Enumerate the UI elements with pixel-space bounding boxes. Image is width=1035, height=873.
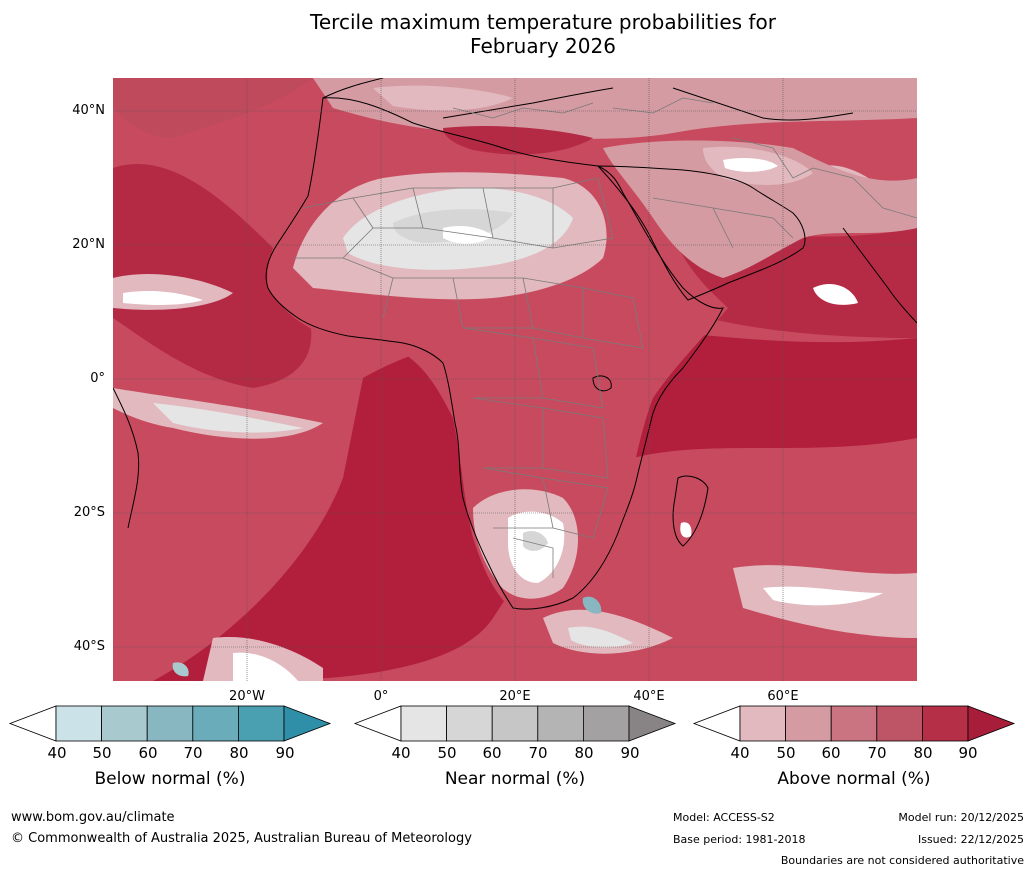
near-colorbar-segment	[446, 705, 493, 742]
graticule	[113, 78, 917, 681]
near-colorbar	[353, 705, 677, 742]
lat-label-40n: 40°N	[72, 103, 105, 118]
near-normal-label: Near normal (%)	[444, 769, 586, 789]
colorbars	[8, 705, 1016, 742]
chart-title: Tercile maximum temperature probabilitie…	[0, 10, 1035, 58]
base-period: Base period: 1981-2018	[673, 833, 806, 846]
lon-label-0: 0°	[373, 689, 389, 704]
near-tick-40: 40	[391, 744, 411, 762]
above-colorbar-segment	[922, 705, 969, 742]
below-colorbar-segment	[237, 705, 285, 742]
below-tick-80: 80	[229, 744, 249, 762]
below-tick-60: 60	[138, 744, 158, 762]
near-colorbar-segment	[583, 705, 630, 742]
below-colorbar-segment	[55, 705, 102, 742]
issued-date: Issued: 22/12/2025	[917, 833, 1024, 846]
above-normal-label: Above normal (%)	[777, 769, 931, 789]
above-colorbar-segment	[876, 705, 923, 742]
above-tick-50: 50	[776, 744, 796, 762]
below-tick-40: 40	[47, 744, 67, 762]
probability-map	[113, 78, 917, 681]
copyright-text: © Commonwealth of Australia 2025, Austra…	[11, 831, 472, 846]
above-tick-70: 70	[867, 744, 887, 762]
near-tick-50: 50	[437, 744, 457, 762]
near-colorbar-max-extend	[628, 705, 677, 742]
lat-label-20n: 20°N	[72, 237, 105, 252]
near-tick-80: 80	[574, 744, 594, 762]
website-link[interactable]: www.bom.gov.au/climate	[11, 810, 175, 825]
near-tick-70: 70	[528, 744, 548, 762]
below-tick-90: 90	[275, 744, 295, 762]
below-colorbar-max-extend	[283, 705, 332, 742]
model-run-date: Model run: 20/12/2025	[898, 811, 1024, 824]
boundaries-disclaimer: Boundaries are not considered authoritat…	[780, 854, 1024, 867]
model-name: Model: ACCESS-S2	[673, 811, 775, 824]
near-tick-60: 60	[482, 744, 502, 762]
above-tick-60: 60	[821, 744, 841, 762]
below-colorbar-min-extend	[8, 705, 57, 742]
lon-label-60e: 60°E	[767, 689, 799, 704]
lon-label-20w: 20°W	[229, 689, 265, 704]
title-line-2: February 2026	[470, 34, 616, 58]
map-canvas	[113, 78, 917, 681]
near-colorbar-segment	[400, 705, 447, 742]
below-normal-label: Below normal (%)	[94, 769, 246, 789]
above-tick-90: 90	[958, 744, 978, 762]
below-colorbar-segment	[101, 705, 148, 742]
lon-label-40e: 40°E	[633, 689, 665, 704]
above-colorbar	[692, 705, 1016, 742]
above-colorbar-segment	[785, 705, 832, 742]
above-colorbar-segment	[830, 705, 878, 742]
country-borders	[293, 97, 917, 578]
title-line-1: Tercile maximum temperature probabilitie…	[310, 10, 776, 34]
below-colorbar	[8, 705, 332, 742]
below-tick-50: 50	[92, 744, 112, 762]
lat-label-40s: 40°S	[73, 639, 105, 654]
below-colorbar-segment	[192, 705, 239, 742]
above-colorbar-segment	[739, 705, 786, 742]
lon-label-20e: 20°E	[499, 689, 531, 704]
near-colorbar-segment	[537, 705, 584, 742]
above-tick-40: 40	[730, 744, 750, 762]
below-tick-70: 70	[183, 744, 203, 762]
below-colorbar-segment	[146, 705, 194, 742]
coastlines	[113, 78, 917, 610]
above-tick-80: 80	[913, 744, 933, 762]
near-tick-90: 90	[620, 744, 640, 762]
above-colorbar-max-extend	[967, 705, 1016, 742]
lat-label-20s: 20°S	[73, 505, 105, 520]
lat-label-0: 0°	[90, 371, 105, 386]
near-colorbar-min-extend	[353, 705, 402, 742]
above-colorbar-min-extend	[692, 705, 741, 742]
near-colorbar-segment	[491, 705, 539, 742]
